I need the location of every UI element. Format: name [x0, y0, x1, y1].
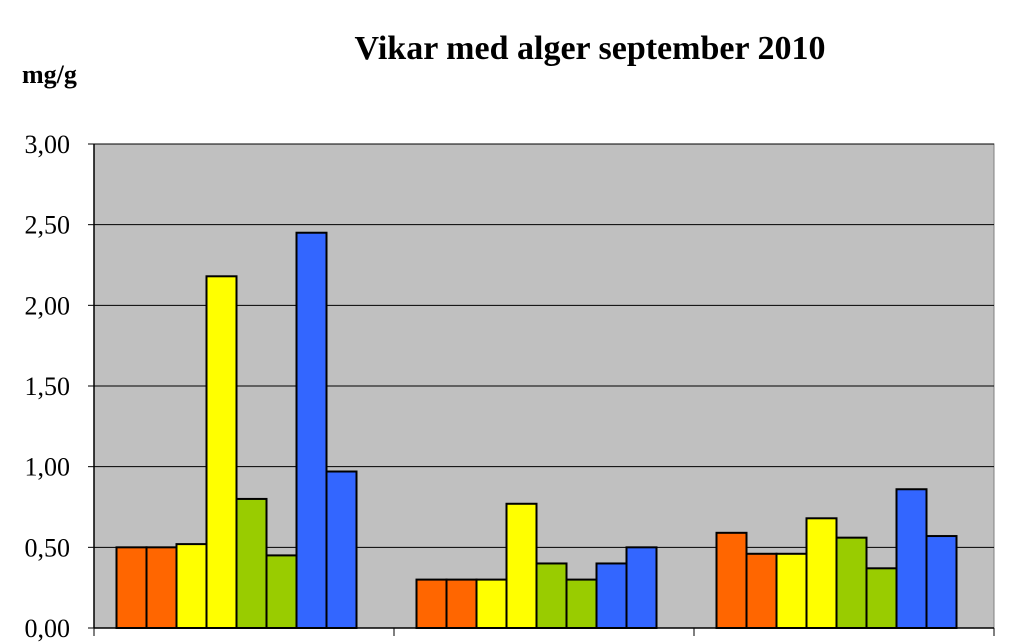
bar	[325, 470, 358, 629]
bar	[175, 543, 208, 630]
y-tick-label: 2,50	[25, 211, 71, 240]
chart-title: Vikar med alger september 2010	[354, 30, 826, 67]
bar	[715, 531, 748, 630]
bar	[805, 517, 838, 629]
bar	[745, 552, 778, 630]
bar	[205, 275, 238, 629]
bar	[265, 554, 298, 630]
y-tick-label: 0,00	[25, 614, 71, 643]
y-tick-label: 1,00	[25, 453, 71, 482]
bar	[415, 578, 448, 629]
bar	[115, 546, 148, 629]
bar	[625, 546, 658, 629]
bar	[475, 578, 508, 629]
bar	[895, 488, 928, 629]
bar	[865, 567, 898, 629]
bar	[925, 535, 958, 629]
y-tick-label: 2,00	[25, 291, 71, 320]
bar	[595, 562, 628, 630]
bar	[835, 536, 868, 629]
bar	[295, 231, 328, 629]
bar	[145, 546, 178, 629]
bar	[535, 562, 568, 630]
bar	[565, 578, 598, 629]
y-tick-label: 1,50	[25, 372, 71, 401]
bar	[235, 497, 268, 629]
bar	[775, 552, 808, 630]
y-tick-label: 0,50	[25, 533, 71, 562]
bar	[505, 502, 538, 630]
y-axis-label: mg/g	[22, 60, 77, 89]
bar	[445, 578, 478, 629]
y-tick-label: 3,00	[25, 130, 71, 159]
